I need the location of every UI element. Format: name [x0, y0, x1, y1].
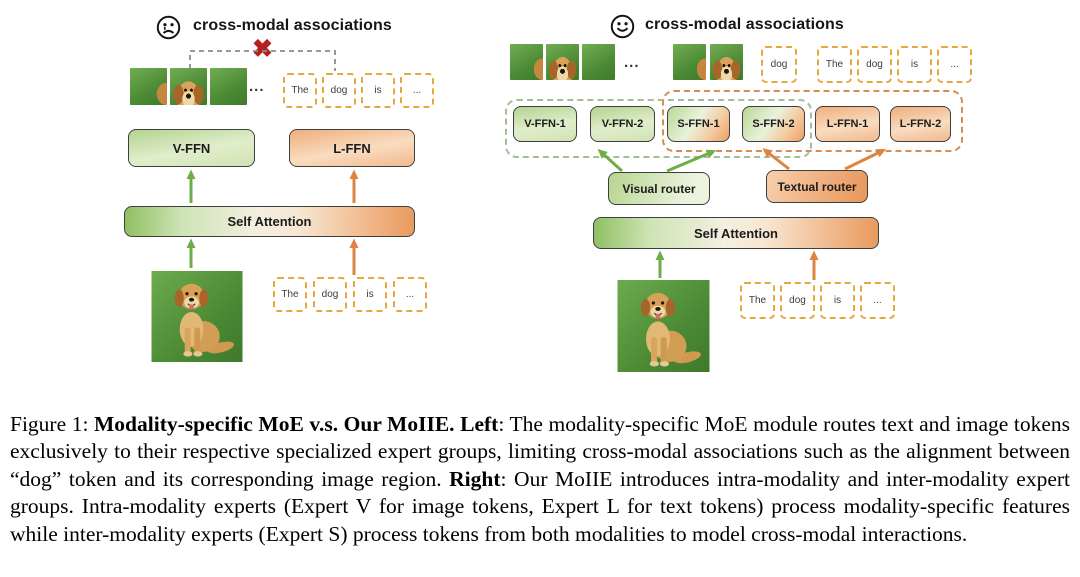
left-top-text-tokens: The dog is... [283, 73, 434, 108]
image-patch [210, 68, 247, 105]
left-diagram-title: cross-modal associations [193, 17, 392, 34]
caption-text: : The modality-specific MoE module route… [10, 411, 1070, 491]
text-token: ... [393, 277, 427, 312]
right-diagram-title: cross-modal associations [645, 16, 844, 33]
shared-dog-token: dog [761, 46, 797, 83]
caption-text: Figure 1: [10, 411, 95, 436]
expert-box-s-ffn-2: S-FFN-2 [742, 106, 805, 142]
right-bottom-text-tokens: The dog is... [740, 282, 895, 319]
textual-expert-group-outline [662, 90, 963, 152]
text-token: dog [780, 282, 815, 319]
text-token: is [820, 282, 855, 319]
visual-router-box: Visual router [608, 172, 710, 205]
image-patch [546, 44, 579, 80]
visual-expert-group-outline [505, 99, 812, 158]
sad-face-icon [156, 15, 181, 45]
text-token: dog [322, 73, 356, 108]
text-token: The [740, 282, 775, 319]
text-token: ... [400, 73, 434, 108]
left-patch-ellipsis: ... [249, 78, 265, 95]
dog-photo [150, 271, 244, 362]
left-self-attention-box: Self Attention [124, 206, 415, 237]
expert-box-v-ffn: V-FFN [128, 129, 255, 167]
right-image-patches-visual [510, 44, 615, 80]
right-top-text-tokens: The dog is... [817, 46, 972, 83]
caption-bold-text: Right [449, 466, 501, 491]
left-image-patches [130, 68, 247, 105]
text-token: dog [857, 46, 892, 83]
right-self-attention-box: Self Attention [593, 217, 879, 249]
text-token: ... [937, 46, 972, 83]
caption-bold-text: Modality-specific MoE v.s. Our MoIIE. Le… [94, 411, 499, 436]
text-token: is [897, 46, 932, 83]
expert-box-v-ffn-1: V-FFN-1 [513, 106, 577, 142]
text-token: is [361, 73, 395, 108]
blocked-association-icon: ✖ [252, 35, 273, 63]
image-patch [510, 44, 543, 80]
image-patch [673, 44, 706, 80]
text-token: The [273, 277, 307, 312]
right-patch-ellipsis: ... [624, 54, 640, 71]
text-token: The [283, 73, 317, 108]
image-patch [710, 44, 743, 80]
image-patch [170, 68, 207, 105]
text-token: ... [860, 282, 895, 319]
figure-caption: Figure 1: Modality-specific MoE v.s. Our… [10, 411, 1070, 549]
expert-box-l-ffn: L-FFN [289, 129, 415, 167]
text-token: is [353, 277, 387, 312]
caption-text: : Our MoIIE introduces intra-modality an… [10, 466, 1070, 546]
image-patch [130, 68, 167, 105]
expert-box-l-ffn-2: L-FFN-2 [890, 106, 951, 142]
textual-router-box: Textual router [766, 170, 868, 203]
image-patch [582, 44, 615, 80]
happy-face-icon [610, 14, 635, 44]
right-image-patches-shared [673, 44, 743, 80]
expert-box-s-ffn-1: S-FFN-1 [667, 106, 730, 142]
expert-box-v-ffn-2: V-FFN-2 [590, 106, 655, 142]
text-token: The [817, 46, 852, 83]
left-bottom-text-tokens: The dog is... [273, 277, 427, 312]
text-token: dog [313, 277, 347, 312]
dog-photo [615, 280, 712, 372]
expert-box-l-ffn-1: L-FFN-1 [815, 106, 880, 142]
